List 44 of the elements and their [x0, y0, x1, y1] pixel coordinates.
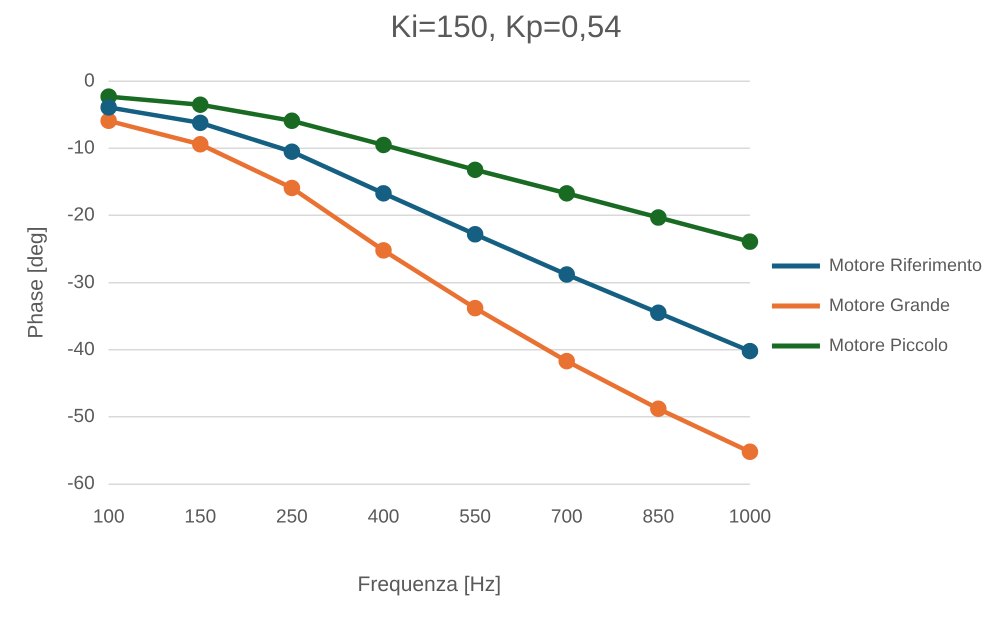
point — [558, 185, 575, 202]
point — [466, 226, 484, 243]
point — [650, 209, 667, 226]
y-tick-label: -10 — [67, 138, 95, 159]
x-tick-label: 100 — [92, 506, 125, 528]
y-axis-title: Phase [deg] — [24, 226, 48, 339]
point — [466, 300, 484, 316]
legend-label: Motore Grande — [828, 294, 950, 315]
point — [100, 112, 117, 130]
y-tick-label: -40 — [67, 338, 95, 360]
point — [192, 96, 209, 113]
point — [742, 233, 758, 250]
point — [466, 162, 484, 178]
point — [192, 114, 209, 132]
chart-title: Ki=150, Kp=0,54 — [390, 9, 622, 44]
point — [284, 143, 300, 160]
x-tick-label: 250 — [276, 506, 308, 528]
point — [375, 185, 392, 202]
y-tick-label: -60 — [67, 473, 95, 494]
x-tick-label: 700 — [550, 506, 583, 528]
x-tick-label: 400 — [368, 506, 400, 528]
point — [284, 112, 300, 130]
x-tick-label: 550 — [459, 506, 491, 528]
point — [192, 136, 209, 153]
y-tick-label: -30 — [67, 272, 95, 293]
point — [558, 352, 575, 370]
point — [375, 136, 392, 154]
point — [650, 304, 667, 322]
x-axis-title: Frequenza [Hz] — [358, 573, 502, 596]
point — [742, 342, 758, 360]
point — [558, 266, 575, 283]
point — [375, 242, 392, 259]
legend-label: Motore Riferimento — [828, 254, 982, 275]
x-tick-label: 150 — [184, 506, 216, 528]
y-tick-label: -50 — [67, 406, 95, 428]
point — [284, 180, 300, 196]
y-tick-label: -20 — [67, 204, 95, 226]
x-tick-label: 1000 — [728, 506, 772, 528]
point — [742, 444, 758, 460]
point — [100, 99, 117, 116]
x-tick-label: 850 — [642, 506, 674, 528]
point — [650, 400, 667, 418]
y-tick-label: 0 — [84, 70, 95, 92]
legend-label: Motore Piccolo — [828, 334, 948, 355]
